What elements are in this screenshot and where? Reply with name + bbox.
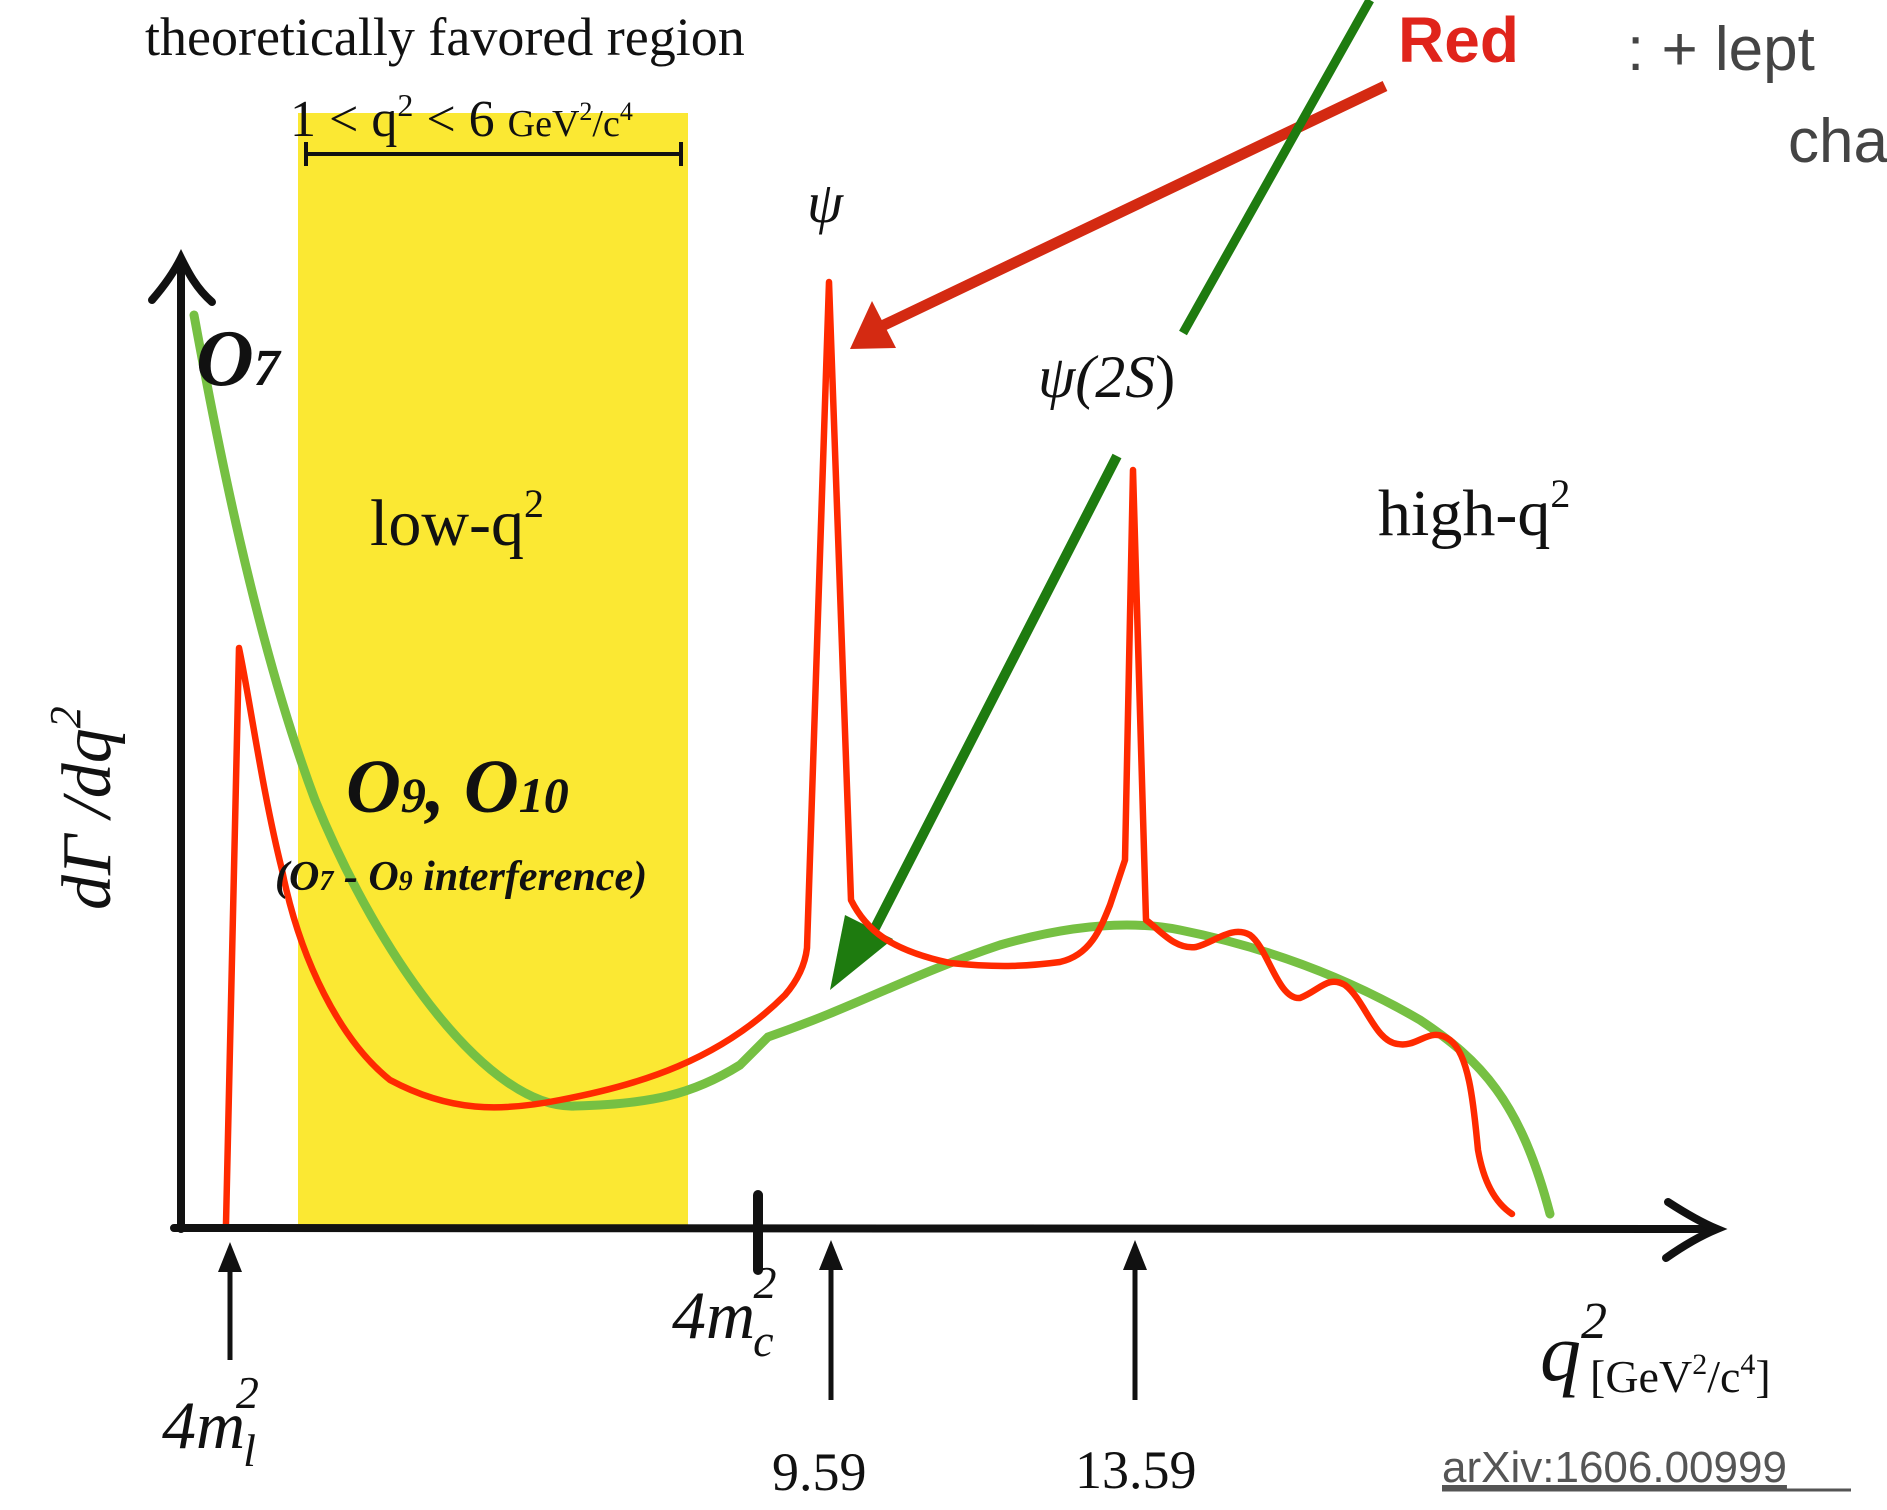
x-axis-unit: [GeV2/c4]	[1590, 1348, 1771, 1402]
x-axis-label: q2	[1540, 1293, 1607, 1398]
x-axis-arrowhead	[1662, 1198, 1728, 1262]
green-theory-curve	[189, 310, 1555, 1219]
legend-red-description-line2: cha	[1788, 107, 1887, 176]
psi-label: ψ	[807, 170, 844, 235]
marker-arrow-psi	[819, 1240, 843, 1400]
marker-arrow-ml	[218, 1242, 242, 1360]
y-axis-arrowhead	[148, 249, 216, 306]
red-pointer-arrow	[850, 81, 1388, 349]
x-axis-line	[170, 1224, 1714, 1234]
favored-region-title: theoretically favored region	[145, 7, 745, 67]
psi2s-q2-value: 13.59	[1075, 1440, 1197, 1500]
y-axis-label: dΓ /dq2	[41, 706, 126, 910]
arxiv-reference-link[interactable]: arXiv:1606.00999	[1442, 1443, 1787, 1492]
favored-region-band	[298, 113, 688, 1228]
operator-o9-o10-label: O9, O10	[346, 745, 569, 829]
axes	[148, 249, 1728, 1262]
green-pointer-arrow	[830, 453, 1122, 990]
favored-range-bracket	[304, 142, 683, 166]
legend-red-description-line1: : + lept	[1627, 15, 1815, 84]
high-q2-label: high-q2	[1378, 471, 1570, 550]
favored-range-label: 1 < q2 < 6 GeV2/c4	[290, 87, 633, 148]
green-pointer-upper	[1179, 0, 1374, 336]
psi2s-label: ψ(2S)	[1038, 344, 1175, 410]
red-resonance-curve	[222, 278, 1516, 1228]
low-q2-label: low-q2	[370, 481, 544, 560]
lepton-threshold-label: 4ml2	[162, 1367, 259, 1476]
marker-arrow-psi2s	[1123, 1240, 1147, 1400]
legend-red-word: Red	[1398, 4, 1519, 76]
operator-o7-label: O7	[196, 315, 282, 403]
psi-q2-value: 9.59	[772, 1442, 867, 1502]
interference-label: (O7 - O9 interference)	[275, 854, 647, 900]
y-axis-line	[175, 264, 186, 1233]
charm-threshold-label: 4mc2	[672, 1257, 777, 1366]
